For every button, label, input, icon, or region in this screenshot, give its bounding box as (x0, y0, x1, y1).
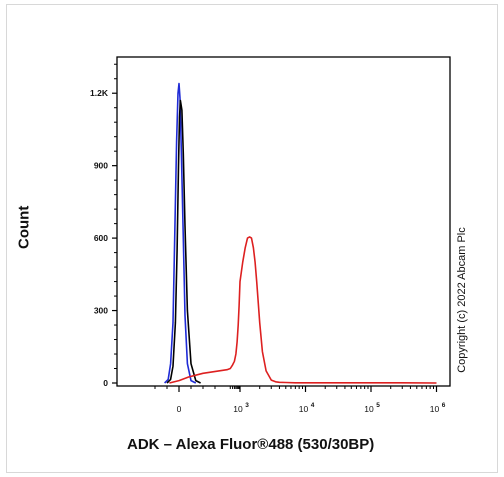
x-tick-exponent: 6 (442, 402, 446, 409)
y-tick-label: 900 (94, 161, 108, 171)
x-tick-exponent: 5 (376, 402, 380, 409)
y-tick-label: 600 (94, 233, 108, 243)
x-tick-label: 0 (177, 404, 182, 414)
x-tick-label: 10 (233, 404, 243, 414)
figure-frame (6, 4, 498, 473)
x-axis-title: ADK – Alexa Fluor®488 (530/30BP) (127, 436, 375, 453)
series-line-3 (169, 236, 437, 384)
y-tick-label: 300 (94, 306, 108, 316)
copyright-watermark: Copyright (c) 2022 Abcam Plc (456, 227, 468, 373)
x-tick-label: 10 (299, 404, 309, 414)
x-tick-exponent: 4 (311, 402, 315, 409)
x-tick-label: 10 (430, 404, 440, 414)
x-tick-label: 10 (364, 404, 374, 414)
series-line-2 (166, 99, 201, 384)
plot-border (116, 56, 451, 387)
x-tick-exponent: 3 (245, 402, 249, 409)
y-tick-label: 0 (103, 378, 108, 388)
y-tick-label: 1.2K (90, 88, 109, 98)
y-axis-title: Count (15, 205, 33, 249)
series-line-1 (164, 82, 197, 384)
series-group (164, 82, 437, 384)
